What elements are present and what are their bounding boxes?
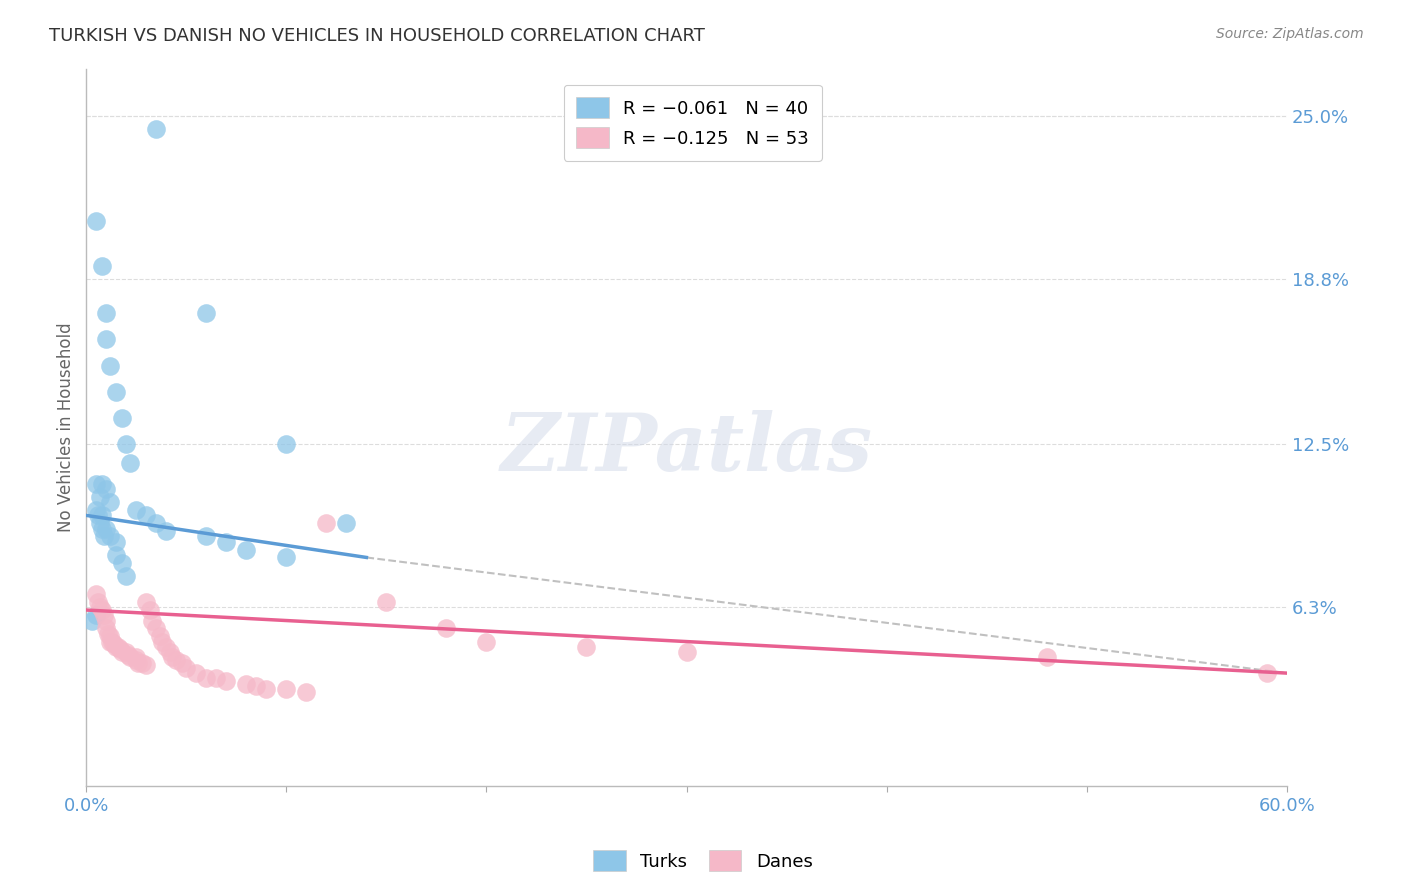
Point: [115, 437, 138, 451]
Point: [276, 437, 298, 451]
Point: [195, 672, 218, 686]
Point: [91, 259, 114, 273]
Point: [98, 495, 121, 509]
Point: [150, 634, 173, 648]
Point: [145, 516, 167, 531]
Point: [125, 653, 148, 667]
Point: [215, 534, 238, 549]
Point: [84, 214, 107, 228]
Point: [215, 673, 238, 688]
Point: [91, 603, 114, 617]
Point: [89, 516, 111, 531]
Point: [89, 600, 111, 615]
Point: [475, 634, 498, 648]
Point: [295, 684, 318, 698]
Point: [96, 482, 118, 496]
Point: [96, 622, 118, 636]
Point: [87, 595, 110, 609]
Point: [205, 672, 228, 686]
Point: [159, 645, 181, 659]
Point: [115, 645, 138, 659]
Text: ZIPatlas: ZIPatlas: [501, 410, 873, 488]
Point: [135, 658, 157, 673]
Point: [131, 656, 153, 670]
Y-axis label: No Vehicles in Household: No Vehicles in Household: [58, 323, 75, 533]
Point: [335, 516, 357, 531]
Point: [235, 542, 257, 557]
Point: [107, 640, 129, 654]
Point: [103, 637, 125, 651]
Point: [91, 508, 114, 523]
Legend: Turks, Danes: Turks, Danes: [586, 843, 820, 879]
Point: [276, 681, 298, 696]
Point: [84, 503, 107, 517]
Point: [155, 640, 177, 654]
Point: [172, 656, 194, 670]
Point: [96, 306, 118, 320]
Point: [105, 548, 128, 562]
Point: [115, 569, 138, 583]
Point: [98, 529, 121, 543]
Point: [84, 587, 107, 601]
Point: [1256, 666, 1278, 681]
Point: [111, 411, 134, 425]
Legend: R = −0.061   N = 40, R = −0.125   N = 53: R = −0.061 N = 40, R = −0.125 N = 53: [564, 85, 821, 161]
Point: [195, 306, 218, 320]
Point: [245, 679, 267, 693]
Point: [315, 516, 337, 531]
Point: [127, 656, 149, 670]
Point: [98, 359, 121, 373]
Point: [235, 676, 257, 690]
Point: [87, 508, 110, 523]
Point: [93, 529, 115, 543]
Point: [254, 681, 277, 696]
Text: TURKISH VS DANISH NO VEHICLES IN HOUSEHOLD CORRELATION CHART: TURKISH VS DANISH NO VEHICLES IN HOUSEHO…: [49, 27, 704, 45]
Point: [89, 490, 111, 504]
Point: [91, 476, 114, 491]
Point: [139, 603, 162, 617]
Point: [375, 595, 398, 609]
Point: [84, 476, 107, 491]
Point: [117, 648, 139, 662]
Point: [96, 614, 118, 628]
Point: [1035, 650, 1057, 665]
Point: [98, 629, 121, 643]
Point: [110, 642, 132, 657]
Point: [675, 645, 697, 659]
Point: [93, 608, 115, 623]
Point: [195, 529, 218, 543]
Point: [96, 522, 118, 536]
Point: [165, 653, 187, 667]
Point: [135, 508, 157, 523]
Point: [135, 595, 157, 609]
Point: [84, 608, 107, 623]
Point: [125, 650, 148, 665]
Point: [120, 456, 142, 470]
Point: [141, 614, 163, 628]
Point: [105, 640, 128, 654]
Point: [145, 622, 167, 636]
Point: [82, 614, 104, 628]
Point: [176, 661, 198, 675]
Point: [276, 550, 298, 565]
Point: [145, 122, 167, 136]
Point: [149, 629, 172, 643]
Point: [436, 622, 458, 636]
Point: [120, 650, 142, 665]
Text: Source: ZipAtlas.com: Source: ZipAtlas.com: [1216, 27, 1364, 41]
Point: [575, 640, 598, 654]
Point: [105, 384, 128, 399]
Point: [162, 650, 184, 665]
Point: [97, 626, 120, 640]
Point: [105, 534, 128, 549]
Point: [98, 634, 121, 648]
Point: [111, 645, 134, 659]
Point: [111, 556, 134, 570]
Point: [186, 666, 208, 681]
Point: [125, 503, 148, 517]
Point: [96, 332, 118, 346]
Point: [155, 524, 177, 538]
Point: [101, 634, 124, 648]
Point: [91, 522, 114, 536]
